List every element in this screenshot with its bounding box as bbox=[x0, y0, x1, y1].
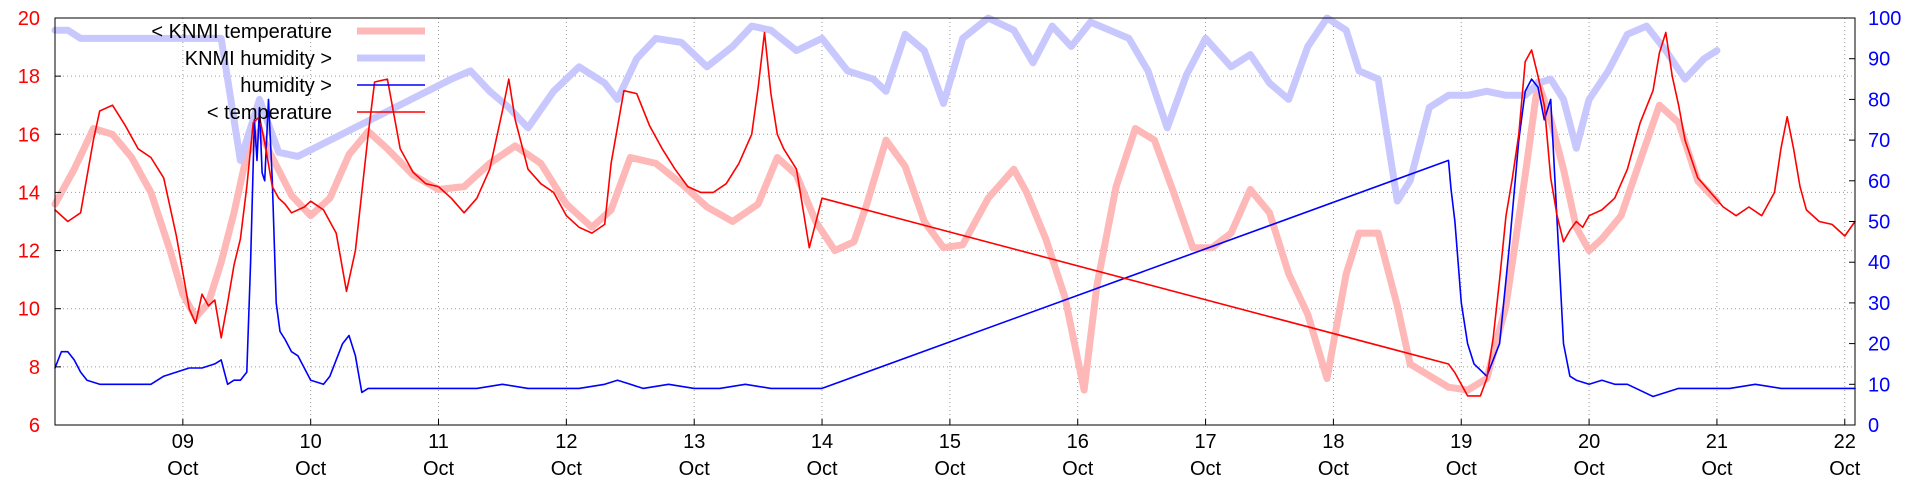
x-tick-label-month: Oct bbox=[1574, 458, 1606, 480]
x-tick-label-day: 16 bbox=[1067, 431, 1089, 453]
left-tick-label: 12 bbox=[18, 241, 40, 263]
x-tick-label-day: 19 bbox=[1450, 431, 1472, 453]
right-tick-label: 60 bbox=[1868, 171, 1890, 193]
x-tick-label-day: 22 bbox=[1834, 431, 1856, 453]
right-tick-label: 70 bbox=[1868, 130, 1890, 152]
x-tick-label-day: 13 bbox=[683, 431, 705, 453]
right-tick-label: 20 bbox=[1868, 334, 1890, 356]
left-tick-label: 14 bbox=[18, 182, 40, 204]
x-tick-label-day: 17 bbox=[1194, 431, 1216, 453]
series-line-knmi-temperature bbox=[51, 78, 1721, 394]
x-tick-label-day: 10 bbox=[300, 431, 322, 453]
x-tick-label-month: Oct bbox=[1190, 458, 1222, 480]
x-tick-label-month: Oct bbox=[679, 458, 711, 480]
legend-label: < KNMI temperature bbox=[151, 21, 332, 43]
right-tick-label: 0 bbox=[1868, 415, 1879, 437]
legend-label: KNMI humidity > bbox=[185, 48, 332, 70]
left-tick-label: 10 bbox=[18, 299, 40, 321]
legend-label: < temperature bbox=[207, 102, 332, 124]
x-tick-label-month: Oct bbox=[551, 458, 583, 480]
x-tick-label-day: 18 bbox=[1322, 431, 1344, 453]
right-tick-label: 80 bbox=[1868, 89, 1890, 111]
left-tick-label: 20 bbox=[18, 8, 40, 30]
left-tick-label: 16 bbox=[18, 124, 40, 146]
x-tick-label-month: Oct bbox=[1446, 458, 1478, 480]
legend-label: humidity > bbox=[240, 75, 332, 97]
x-tick-label-month: Oct bbox=[167, 458, 199, 480]
series-line-temperature bbox=[54, 31, 1856, 397]
x-tick-label-day: 21 bbox=[1706, 431, 1728, 453]
x-tick-label-day: 12 bbox=[555, 431, 577, 453]
x-tick-label-month: Oct bbox=[1318, 458, 1350, 480]
x-tick-label-day: 09 bbox=[172, 431, 194, 453]
left-tick-label: 6 bbox=[29, 415, 40, 437]
x-tick-label-day: 15 bbox=[939, 431, 961, 453]
x-tick-label-month: Oct bbox=[1701, 458, 1733, 480]
left-tick-label: 8 bbox=[29, 357, 40, 379]
right-tick-label: 50 bbox=[1868, 212, 1890, 234]
right-tick-label: 10 bbox=[1868, 374, 1890, 396]
right-tick-label: 30 bbox=[1868, 293, 1890, 315]
x-tick-label-day: 11 bbox=[428, 431, 449, 453]
x-tick-label-month: Oct bbox=[806, 458, 838, 480]
x-tick-label-day: 14 bbox=[811, 431, 833, 453]
x-tick-label-month: Oct bbox=[1062, 458, 1094, 480]
plot-series bbox=[51, 14, 1856, 398]
right-tick-label: 90 bbox=[1868, 49, 1890, 71]
series-line-humidity bbox=[54, 78, 1856, 398]
axis-ticks: 09 Oct 10 Oct 11 Oct 12 Oct 13 Oct 14 Oct 15 Oct 16 Oct… bbox=[18, 8, 1902, 480]
x-tick-label-day: 20 bbox=[1578, 431, 1600, 453]
right-tick-label: 100 bbox=[1868, 8, 1901, 30]
right-tick-label: 40 bbox=[1868, 252, 1890, 274]
x-tick-label-month: Oct bbox=[295, 458, 327, 480]
legend: < KNMI temperature KNMI humidity > humidit… bbox=[151, 21, 425, 124]
x-tick-label-month: Oct bbox=[934, 458, 966, 480]
x-tick-label-month: Oct bbox=[423, 458, 455, 480]
left-tick-label: 18 bbox=[18, 66, 40, 88]
x-tick-label-month: Oct bbox=[1829, 458, 1861, 480]
